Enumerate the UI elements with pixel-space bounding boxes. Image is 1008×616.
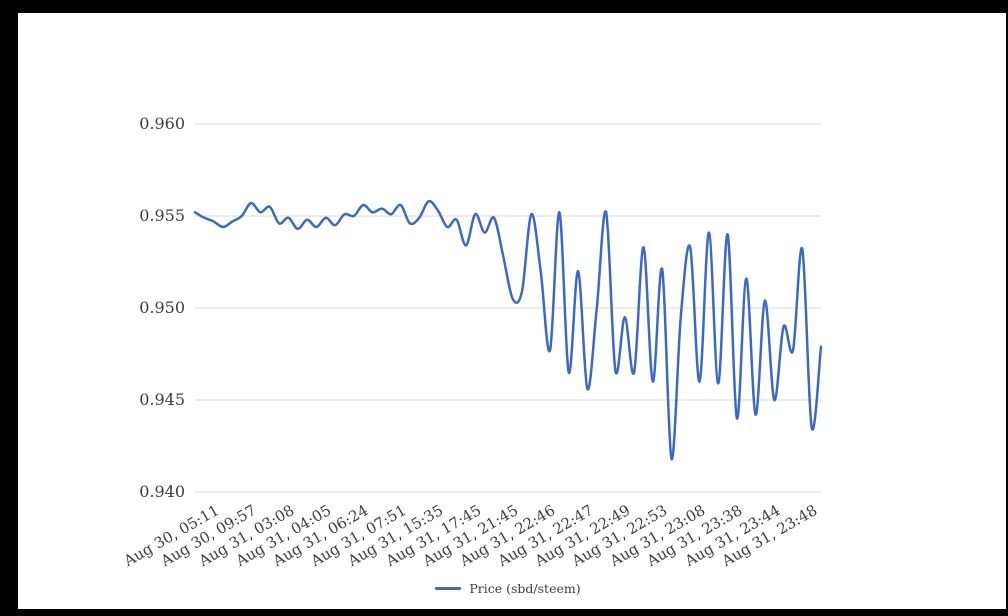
legend: Price (sbd/steem) [195,581,821,596]
legend-label: Price (sbd/steem) [469,581,581,596]
price-line-series [193,199,823,461]
y-axis-tick-label: 0.955 [139,206,185,225]
price-chart-svg [193,123,823,493]
y-axis-tick-label: 0.945 [139,390,185,409]
y-axis-tick-label: 0.940 [139,482,185,501]
y-axis-tick-label: 0.950 [139,298,185,317]
chart-panel: 0.940 0.945 0.950 0.955 0.960 Aug 30, 05:11 A… [18,13,1006,609]
gridlines [195,123,821,493]
y-axis-tick-label: 0.960 [139,114,185,133]
legend-line-swatch-icon [435,587,462,590]
